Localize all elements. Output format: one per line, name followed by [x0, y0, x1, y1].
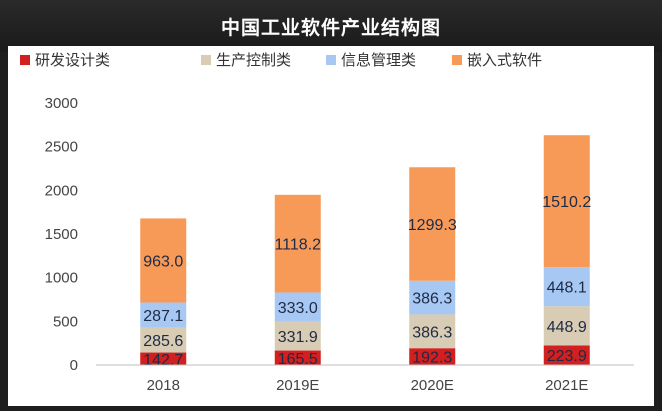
chart-panel: 研发设计类 生产控制类 信息管理类 嵌入式软件 0 500 1000 1500 2000 2500…	[8, 46, 654, 406]
data-label: 386.3	[412, 291, 452, 308]
bar-segment	[543, 135, 590, 268]
y-tick-label: 0	[70, 357, 78, 374]
data-label: 331.9	[278, 329, 318, 346]
data-label: 192.3	[412, 350, 452, 367]
data-label: 223.9	[547, 348, 587, 365]
legend-swatch	[326, 55, 336, 65]
legend-swatch	[452, 55, 462, 65]
stacked-bar-chart: 研发设计类 生产控制类 信息管理类 嵌入式软件 0 500 1000 1500 2000 2500…	[20, 51, 634, 394]
bar-segment	[140, 327, 187, 353]
data-label: 448.9	[547, 319, 587, 336]
bar-segment	[140, 218, 187, 303]
y-tick-label: 500	[53, 313, 78, 330]
bar-segment	[274, 194, 321, 293]
x-tick-label: 2018	[147, 377, 180, 394]
data-label: 963.0	[143, 253, 183, 270]
bar-segment	[274, 350, 321, 365]
bar-segment	[274, 292, 321, 322]
data-label: 287.1	[143, 308, 183, 325]
bar-segment	[543, 345, 590, 365]
bar-segment	[274, 321, 321, 351]
y-tick-label: 2000	[45, 182, 78, 199]
data-label: 1510.2	[542, 194, 591, 211]
data-label: 142.7	[143, 352, 183, 369]
chart-title: 中国工业软件产业结构图	[220, 16, 441, 39]
data-label: 448.1	[547, 280, 587, 297]
legend-label: 生产控制类	[216, 51, 291, 69]
y-tick-label: 3000	[45, 95, 78, 112]
bar-segment	[543, 306, 590, 346]
y-tick-label: 1500	[45, 226, 78, 243]
data-label: 1299.3	[408, 217, 457, 234]
bar-segment	[140, 302, 187, 328]
y-tick-label: 1000	[45, 270, 78, 287]
bar-segment	[543, 267, 590, 307]
bar-segment	[409, 280, 456, 315]
x-tick-label: 2021E	[545, 377, 588, 394]
data-label: 386.3	[412, 324, 452, 341]
legend-swatch	[201, 55, 211, 65]
bar-segment	[409, 167, 456, 281]
data-label: 165.5	[278, 351, 318, 368]
legend-label: 信息管理类	[341, 51, 416, 69]
data-label: 285.6	[143, 333, 183, 350]
legend-label: 嵌入式软件	[467, 51, 542, 69]
y-tick-label: 2500	[45, 139, 78, 156]
title-bar: 中国工业软件产业结构图	[0, 0, 662, 52]
data-label: 1118.2	[274, 237, 321, 254]
x-tick-label: 2020E	[411, 377, 454, 394]
data-label: 333.0	[278, 300, 318, 317]
legend-label: 研发设计类	[35, 51, 110, 69]
bar-segment	[140, 352, 187, 365]
x-tick-label: 2019E	[276, 377, 319, 394]
legend-swatch	[20, 55, 30, 65]
bar-segment	[409, 314, 456, 349]
bar-segment	[409, 348, 456, 365]
